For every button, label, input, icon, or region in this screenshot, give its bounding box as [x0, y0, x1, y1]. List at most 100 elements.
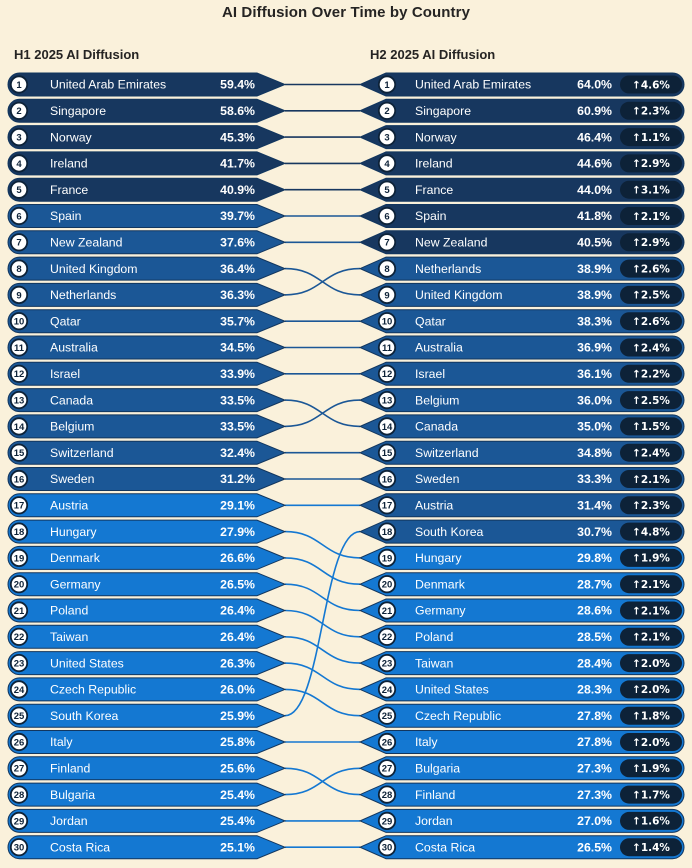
h2-row-costa-rica[interactable]: 30 Costa Rica 26.5% ↑1.4% — [358, 835, 685, 860]
h2-row-singapore[interactable]: 2 Singapore 60.9% ↑2.3% — [358, 98, 685, 123]
h1-row-spain[interactable]: 6 Spain 39.7% — [7, 204, 287, 228]
h1-pill[interactable] — [7, 125, 287, 150]
h1-pill[interactable] — [7, 361, 287, 386]
h1-pill[interactable] — [7, 98, 287, 123]
h1-pill[interactable] — [7, 335, 287, 360]
h2-pill[interactable] — [358, 309, 685, 334]
h1-row-new-zealand[interactable]: 7 New Zealand 37.6% — [7, 230, 287, 255]
h2-pill[interactable] — [358, 361, 685, 386]
h1-pill[interactable] — [7, 782, 287, 807]
h1-row-hungary[interactable]: 18 Hungary 27.9% — [7, 519, 287, 544]
h1-row-finland[interactable]: 27 Finland 25.6% — [7, 756, 287, 781]
h2-row-australia[interactable]: 11 Australia 36.9% ↑2.4% — [358, 335, 685, 360]
h1-row-norway[interactable]: 3 Norway 45.3% — [7, 125, 287, 150]
h1-row-taiwan[interactable]: 22 Taiwan 26.4% — [7, 624, 287, 649]
h1-row-bulgaria[interactable]: 28 Bulgaria 25.4% — [7, 782, 287, 807]
h2-row-austria[interactable]: 17 Austria 31.4% ↑2.3% — [358, 493, 685, 518]
h1-pill[interactable] — [7, 72, 287, 97]
h2-row-belgium[interactable]: 13 Belgium 36.0% ↑2.5% — [358, 388, 685, 413]
h1-pill[interactable] — [7, 309, 287, 334]
h2-pill[interactable] — [358, 782, 685, 807]
h2-row-denmark[interactable]: 20 Denmark 28.7% ↑2.1% — [358, 572, 685, 597]
h2-pill[interactable] — [358, 151, 685, 176]
h2-pill[interactable] — [358, 177, 685, 202]
h1-row-france[interactable]: 5 France 40.9% — [7, 177, 287, 202]
h1-pill[interactable] — [7, 256, 287, 281]
h2-pill[interactable] — [358, 282, 685, 307]
h1-pill[interactable] — [7, 282, 287, 307]
h1-pill[interactable] — [7, 519, 287, 544]
h1-row-poland[interactable]: 21 Poland 26.4% — [7, 598, 287, 623]
h1-row-israel[interactable]: 12 Israel 33.9% — [7, 361, 287, 386]
h2-row-switzerland[interactable]: 15 Switzerland 34.8% ↑2.4% — [358, 440, 685, 465]
h1-pill[interactable] — [7, 177, 287, 202]
h2-pill[interactable] — [358, 72, 685, 97]
h1-pill[interactable] — [7, 808, 287, 833]
h2-row-hungary[interactable]: 19 Hungary 29.8% ↑1.9% — [358, 545, 685, 570]
h1-pill[interactable] — [7, 440, 287, 465]
h1-row-qatar[interactable]: 10 Qatar 35.7% — [7, 309, 287, 334]
h1-row-switzerland[interactable]: 15 Switzerland 32.4% — [7, 440, 287, 465]
h1-pill[interactable] — [7, 204, 287, 228]
h1-row-canada[interactable]: 13 Canada 33.5% — [7, 388, 287, 413]
h1-pill[interactable] — [7, 467, 287, 491]
h2-row-spain[interactable]: 6 Spain 41.8% ↑2.1% — [358, 204, 685, 228]
h1-row-ireland[interactable]: 4 Ireland 41.7% — [7, 151, 287, 176]
h2-row-italy[interactable]: 26 Italy 27.8% ↑2.0% — [358, 730, 685, 754]
h2-row-united-kingdom[interactable]: 9 United Kingdom 38.9% ↑2.5% — [358, 282, 685, 307]
h2-pill[interactable] — [358, 677, 685, 702]
h2-pill[interactable] — [358, 519, 685, 544]
h2-pill[interactable] — [358, 440, 685, 465]
h2-pill[interactable] — [358, 335, 685, 360]
h1-row-germany[interactable]: 20 Germany 26.5% — [7, 572, 287, 597]
h2-row-bulgaria[interactable]: 27 Bulgaria 27.3% ↑1.9% — [358, 756, 685, 781]
h2-row-jordan[interactable]: 29 Jordan 27.0% ↑1.6% — [358, 808, 685, 833]
h1-row-united-states[interactable]: 23 United States 26.3% — [7, 651, 287, 676]
h2-row-new-zealand[interactable]: 7 New Zealand 40.5% ↑2.9% — [358, 230, 685, 255]
h2-pill[interactable] — [358, 703, 685, 728]
h2-row-qatar[interactable]: 10 Qatar 38.3% ↑2.6% — [358, 309, 685, 334]
h2-pill[interactable] — [358, 388, 685, 413]
h2-pill[interactable] — [358, 256, 685, 281]
h2-row-sweden[interactable]: 16 Sweden 33.3% ↑2.1% — [358, 467, 685, 491]
h1-pill[interactable] — [7, 151, 287, 176]
h1-row-sweden[interactable]: 16 Sweden 31.2% — [7, 467, 287, 491]
h1-row-singapore[interactable]: 2 Singapore 58.6% — [7, 98, 287, 123]
h1-pill[interactable] — [7, 230, 287, 255]
h2-row-taiwan[interactable]: 23 Taiwan 28.4% ↑2.0% — [358, 651, 685, 676]
h1-pill[interactable] — [7, 730, 287, 754]
h1-row-czech-republic[interactable]: 24 Czech Republic 26.0% — [7, 677, 287, 702]
h2-row-poland[interactable]: 22 Poland 28.5% ↑2.1% — [358, 624, 685, 649]
h1-pill[interactable] — [7, 703, 287, 728]
h1-row-belgium[interactable]: 14 Belgium 33.5% — [7, 414, 287, 439]
h1-row-denmark[interactable]: 19 Denmark 26.6% — [7, 545, 287, 570]
h2-pill[interactable] — [358, 808, 685, 833]
h1-pill[interactable] — [7, 493, 287, 518]
h1-row-jordan[interactable]: 29 Jordan 25.4% — [7, 808, 287, 833]
h2-pill[interactable] — [358, 493, 685, 518]
h1-pill[interactable] — [7, 624, 287, 649]
h2-row-united-states[interactable]: 24 United States 28.3% ↑2.0% — [358, 677, 685, 702]
h1-pill[interactable] — [7, 677, 287, 702]
h2-row-france[interactable]: 5 France 44.0% ↑3.1% — [358, 177, 685, 202]
h1-pill[interactable] — [7, 598, 287, 623]
h1-pill[interactable] — [7, 572, 287, 597]
h1-pill[interactable] — [7, 756, 287, 781]
h2-pill[interactable] — [358, 125, 685, 150]
h2-pill[interactable] — [358, 651, 685, 676]
h1-row-united-kingdom[interactable]: 8 United Kingdom 36.4% — [7, 256, 287, 281]
h2-pill[interactable] — [358, 98, 685, 123]
h2-pill[interactable] — [358, 730, 685, 754]
h2-row-ireland[interactable]: 4 Ireland 44.6% ↑2.9% — [358, 151, 685, 176]
h2-pill[interactable] — [358, 204, 685, 228]
h2-row-south-korea[interactable]: 18 South Korea 30.7% ↑4.8% — [358, 519, 685, 544]
h1-row-austria[interactable]: 17 Austria 29.1% — [7, 493, 287, 518]
h2-row-israel[interactable]: 12 Israel 36.1% ↑2.2% — [358, 361, 685, 386]
h1-pill[interactable] — [7, 835, 287, 860]
h2-pill[interactable] — [358, 414, 685, 439]
h2-pill[interactable] — [358, 598, 685, 623]
h1-pill[interactable] — [7, 545, 287, 570]
h1-row-costa-rica[interactable]: 30 Costa Rica 25.1% — [7, 835, 287, 860]
h1-row-italy[interactable]: 26 Italy 25.8% — [7, 730, 287, 754]
h1-row-netherlands[interactable]: 9 Netherlands 36.3% — [7, 282, 287, 307]
